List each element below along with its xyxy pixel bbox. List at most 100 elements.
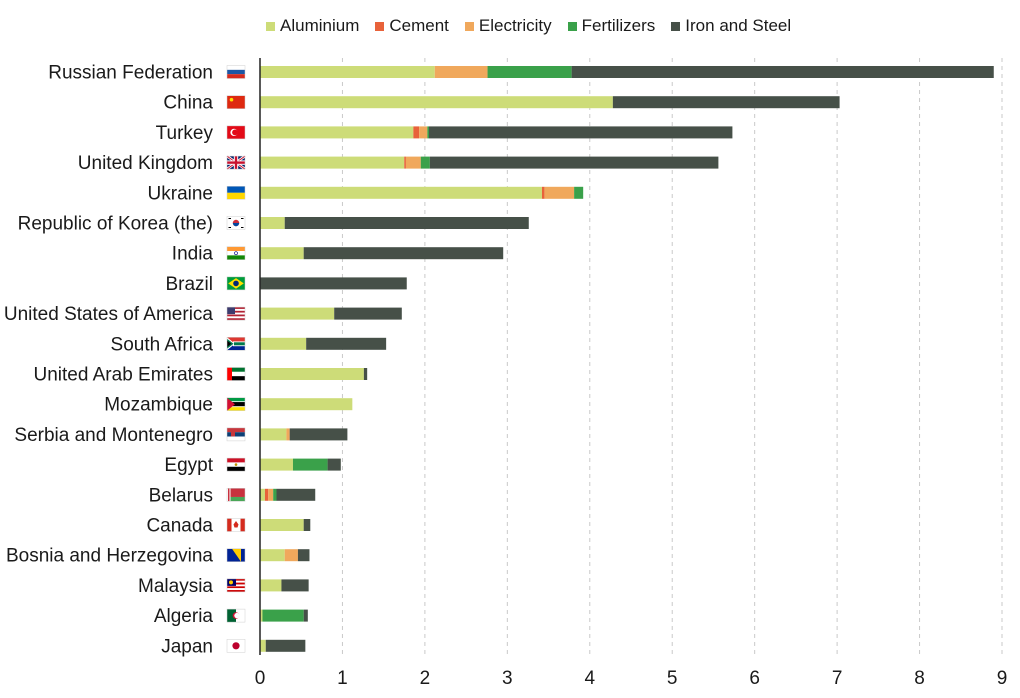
- category-label-united-arab-emirates: United Arab Emirates: [33, 365, 213, 386]
- category-label-south-africa: South Africa: [111, 334, 214, 355]
- category-label-india: India: [172, 244, 214, 265]
- bar-iron-and-steel-canada: [303, 519, 311, 531]
- bar-aluminium-algeria: [260, 609, 263, 622]
- category-label-united-kingdom: United Kingdom: [78, 153, 213, 174]
- category-label-japan: Japan: [161, 636, 213, 657]
- bar-aluminium-united-arab-emirates: [260, 368, 364, 380]
- bar-aluminium-canada: [260, 519, 304, 531]
- flags-group: [226, 65, 246, 653]
- usa-flag-icon: [226, 306, 246, 321]
- ukraine-flag-icon: [226, 186, 246, 200]
- bar-electricity-united-kingdom: [405, 156, 421, 169]
- bar-fertilizers-belarus: [273, 488, 277, 501]
- bar-electricity-belarus: [268, 488, 274, 501]
- south-africa-flag-icon: [226, 337, 246, 351]
- bar-electricity-ukraine: [544, 186, 575, 199]
- bar-aluminium-south-africa: [260, 337, 307, 350]
- malaysia-flag-icon: [226, 578, 246, 593]
- legend-swatch-aluminium: [266, 21, 275, 31]
- bar-fertilizers-egypt: [292, 458, 328, 471]
- category-label-belarus: Belarus: [149, 485, 213, 506]
- x-tick-label: 9: [997, 668, 1008, 689]
- category-label-mozambique: Mozambique: [104, 395, 213, 416]
- bar-cement-united-kingdom: [404, 156, 406, 169]
- bar-fertilizers-russian-federation: [487, 66, 572, 78]
- bar-cement-turkey: [413, 126, 420, 139]
- category-label-brazil: Brazil: [165, 274, 213, 295]
- x-tick-label: 6: [749, 668, 760, 689]
- korea-flag-icon: [226, 216, 246, 230]
- legend-label-iron-and-steel: Iron and Steel: [685, 16, 792, 35]
- chart-legend: Aluminium Cement Electricity Fertilizers…: [266, 16, 791, 36]
- bar-iron-and-steel-india: [303, 247, 504, 260]
- bar-iron-and-steel-brazil: [260, 277, 407, 290]
- legend-swatch-fertilizers: [567, 21, 577, 31]
- uae-flag-icon: [226, 367, 246, 381]
- x-tick-label: 7: [832, 668, 843, 689]
- bar-iron-and-steel-malaysia: [281, 579, 309, 592]
- china-flag-icon: [226, 95, 246, 109]
- legend-item-fertilizers: Fertilizers: [567, 16, 656, 36]
- belarus-flag-icon: [226, 488, 246, 502]
- bar-aluminium-china: [260, 96, 613, 109]
- category-label-algeria: Algeria: [154, 606, 214, 627]
- bar-electricity-serbia-and-montenegro: [286, 428, 290, 441]
- legend-label-fertilizers: Fertilizers: [581, 16, 656, 35]
- x-tick-label: 3: [502, 668, 513, 689]
- bar-aluminium-india: [260, 247, 304, 260]
- legend-swatch-electricity: [464, 21, 474, 31]
- canada-flag-icon: [226, 518, 246, 532]
- bar-aluminium-russian-federation: [260, 66, 435, 78]
- mozambique-flag-icon: [226, 397, 246, 411]
- x-tick-labels: 0 1 2 3 4 5 6 7 8 9: [255, 668, 1008, 689]
- bar-iron-and-steel-bosnia-and-herzegovina: [297, 549, 310, 562]
- legend-label-aluminium: Aluminium: [280, 16, 360, 35]
- legend-item-cement: Cement: [375, 16, 449, 36]
- bar-fertilizers-united-kingdom: [420, 156, 430, 169]
- bar-aluminium-mozambique: [260, 398, 353, 411]
- bar-cement-ukraine: [541, 186, 545, 199]
- category-label-ukraine: Ukraine: [148, 183, 213, 204]
- x-tick-label: 5: [667, 668, 678, 689]
- bar-aluminium-japan: [260, 639, 266, 652]
- india-flag-icon: [226, 246, 246, 260]
- category-label-bosnia-and-herzegovina: Bosnia and Herzegovina: [6, 546, 213, 567]
- bar-electricity-turkey: [419, 126, 428, 139]
- legend-label-cement: Cement: [389, 16, 449, 35]
- bar-iron-and-steel-china: [612, 96, 840, 109]
- bar-iron-and-steel-algeria: [303, 609, 308, 622]
- bar-aluminium-ukraine: [260, 186, 542, 199]
- category-label-malaysia: Malaysia: [138, 576, 213, 597]
- legend-item-iron-and-steel: Iron and Steel: [671, 16, 791, 36]
- uk-flag-icon: [226, 155, 246, 171]
- bar-iron-and-steel-russian-federation: [571, 66, 994, 78]
- bar-aluminium-turkey: [260, 126, 414, 139]
- bar-aluminium-serbia-and-montenegro: [260, 428, 287, 441]
- bar-aluminium-republic-of-korea-the: [260, 217, 285, 229]
- legend-swatch-iron-and-steel: [671, 21, 681, 31]
- bar-electricity-russian-federation: [434, 66, 488, 78]
- bar-iron-and-steel-republic-of-korea-the: [284, 217, 529, 229]
- bar-aluminium-egypt: [260, 458, 293, 471]
- x-tick-label: 2: [420, 668, 431, 689]
- bar-iron-and-steel-united-kingdom: [429, 156, 719, 169]
- bar-electricity-bosnia-and-herzegovina: [284, 549, 298, 562]
- bar-iron-and-steel-united-arab-emirates: [363, 368, 368, 380]
- x-tick-label: 8: [914, 668, 925, 689]
- grid-lines: [341, 58, 1003, 655]
- category-label-united-states-of-america: United States of America: [4, 304, 214, 325]
- category-label-canada: Canada: [146, 516, 213, 537]
- bar-aluminium-malaysia: [260, 579, 282, 592]
- legend-item-electricity: Electricity: [464, 16, 552, 36]
- bar-fertilizers-turkey: [427, 126, 430, 139]
- bars-group: [260, 66, 994, 652]
- bar-iron-and-steel-japan: [265, 639, 306, 652]
- x-tick-label: 4: [584, 668, 595, 689]
- bar-aluminium-bosnia-and-herzegovina: [260, 549, 285, 562]
- turkey-flag-icon: [226, 125, 246, 140]
- japan-flag-icon: [226, 639, 246, 653]
- brazil-flag-icon: [226, 276, 246, 291]
- legend-label-electricity: Electricity: [478, 16, 552, 35]
- bar-fertilizers-algeria: [262, 609, 304, 622]
